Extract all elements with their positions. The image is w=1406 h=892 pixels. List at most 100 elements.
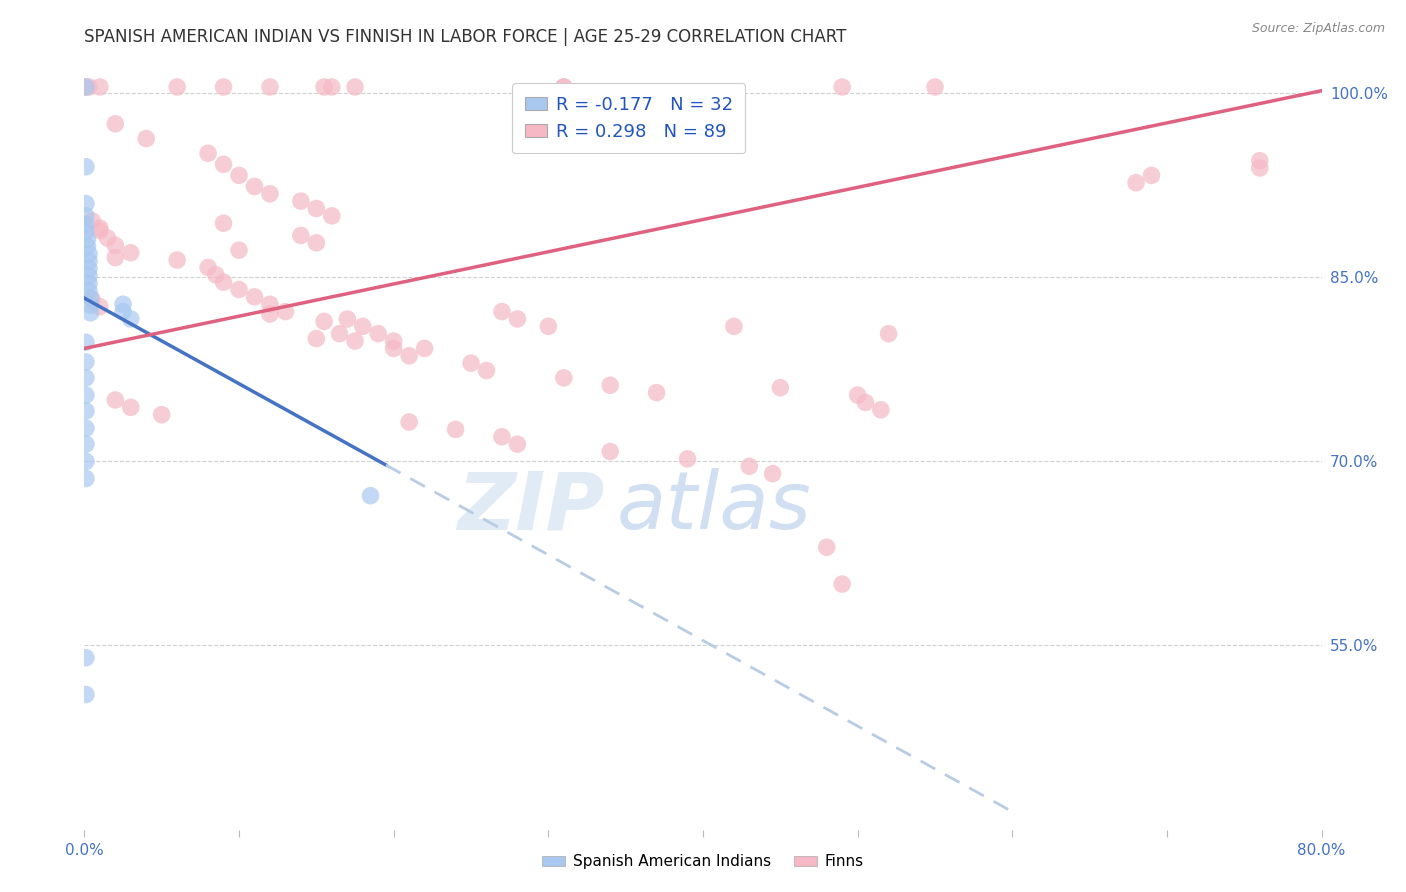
- Point: [76, 239, 98, 253]
- Point: [877, 326, 900, 341]
- Point: [553, 80, 575, 95]
- Point: [290, 194, 312, 208]
- Point: [75, 437, 97, 451]
- Point: [75, 404, 97, 418]
- Text: SPANISH AMERICAN INDIAN VS FINNISH IN LABOR FORCE | AGE 25-29 CORRELATION CHART: SPANISH AMERICAN INDIAN VS FINNISH IN LA…: [84, 28, 846, 45]
- Point: [506, 312, 529, 326]
- Point: [831, 577, 853, 591]
- Point: [321, 80, 343, 95]
- Point: [382, 342, 405, 356]
- Point: [89, 300, 111, 314]
- Point: [77, 284, 100, 298]
- Point: [77, 254, 100, 268]
- Point: [120, 401, 142, 415]
- Point: [869, 402, 893, 417]
- Point: [197, 260, 219, 275]
- Point: [398, 349, 420, 363]
- Point: [104, 238, 127, 252]
- Point: [75, 371, 97, 385]
- Point: [762, 467, 785, 481]
- Point: [413, 342, 436, 356]
- Point: [305, 202, 328, 216]
- Point: [645, 385, 668, 400]
- Y-axis label: In Labor Force | Age 25-29: In Labor Force | Age 25-29: [0, 345, 8, 547]
- Point: [312, 80, 335, 95]
- Point: [1249, 153, 1271, 168]
- Point: [96, 231, 118, 245]
- Point: [77, 261, 100, 276]
- Point: [79, 306, 101, 320]
- Point: [312, 314, 335, 328]
- Text: atlas: atlas: [616, 468, 811, 547]
- Point: [120, 312, 142, 326]
- Point: [75, 471, 97, 485]
- Point: [491, 430, 513, 444]
- Point: [491, 304, 513, 318]
- Point: [205, 268, 228, 282]
- Point: [1140, 169, 1163, 183]
- Point: [553, 371, 575, 385]
- Point: [343, 80, 366, 95]
- Point: [360, 489, 382, 503]
- Point: [228, 283, 250, 297]
- Point: [75, 225, 97, 239]
- Legend: Spanish American Indians, Finns: Spanish American Indians, Finns: [536, 848, 870, 875]
- Point: [104, 117, 127, 131]
- Point: [104, 392, 127, 407]
- Point: [212, 275, 235, 289]
- Point: [120, 245, 142, 260]
- Point: [537, 319, 560, 334]
- Point: [243, 179, 266, 194]
- Point: [212, 216, 235, 230]
- Point: [77, 80, 100, 95]
- Point: [846, 388, 869, 402]
- Point: [112, 304, 135, 318]
- Point: [112, 297, 135, 311]
- Point: [75, 80, 97, 95]
- Point: [212, 157, 235, 171]
- Point: [243, 290, 266, 304]
- Point: [89, 221, 111, 235]
- Point: [75, 335, 97, 350]
- Point: [855, 395, 877, 409]
- Point: [77, 268, 100, 283]
- Point: [328, 326, 352, 341]
- Point: [553, 80, 575, 95]
- Point: [321, 209, 343, 223]
- Point: [259, 80, 281, 95]
- Text: Source: ZipAtlas.com: Source: ZipAtlas.com: [1251, 22, 1385, 36]
- Point: [676, 451, 699, 466]
- Point: [259, 186, 281, 201]
- Point: [305, 332, 328, 346]
- Point: [305, 235, 328, 250]
- Point: [75, 688, 97, 702]
- Point: [367, 326, 389, 341]
- Point: [75, 209, 97, 223]
- Point: [89, 80, 111, 95]
- Point: [1249, 161, 1271, 175]
- Point: [76, 232, 98, 246]
- Point: [75, 80, 97, 95]
- Point: [259, 297, 281, 311]
- Point: [343, 334, 366, 348]
- Point: [506, 437, 529, 451]
- Point: [475, 363, 498, 377]
- Point: [77, 277, 100, 291]
- Legend: R = -0.177   N = 32, R = 0.298   N = 89: R = -0.177 N = 32, R = 0.298 N = 89: [512, 83, 745, 153]
- Point: [82, 293, 104, 307]
- Point: [815, 541, 838, 555]
- Point: [75, 160, 97, 174]
- Point: [769, 381, 792, 395]
- Point: [336, 312, 359, 326]
- Point: [75, 218, 97, 232]
- Point: [89, 224, 111, 238]
- Point: [444, 422, 467, 436]
- Point: [75, 421, 97, 435]
- Point: [75, 388, 97, 402]
- Text: ZIP: ZIP: [457, 468, 605, 547]
- Point: [259, 307, 281, 321]
- Point: [75, 454, 97, 468]
- Point: [460, 356, 482, 370]
- Point: [924, 80, 946, 95]
- Point: [75, 196, 97, 211]
